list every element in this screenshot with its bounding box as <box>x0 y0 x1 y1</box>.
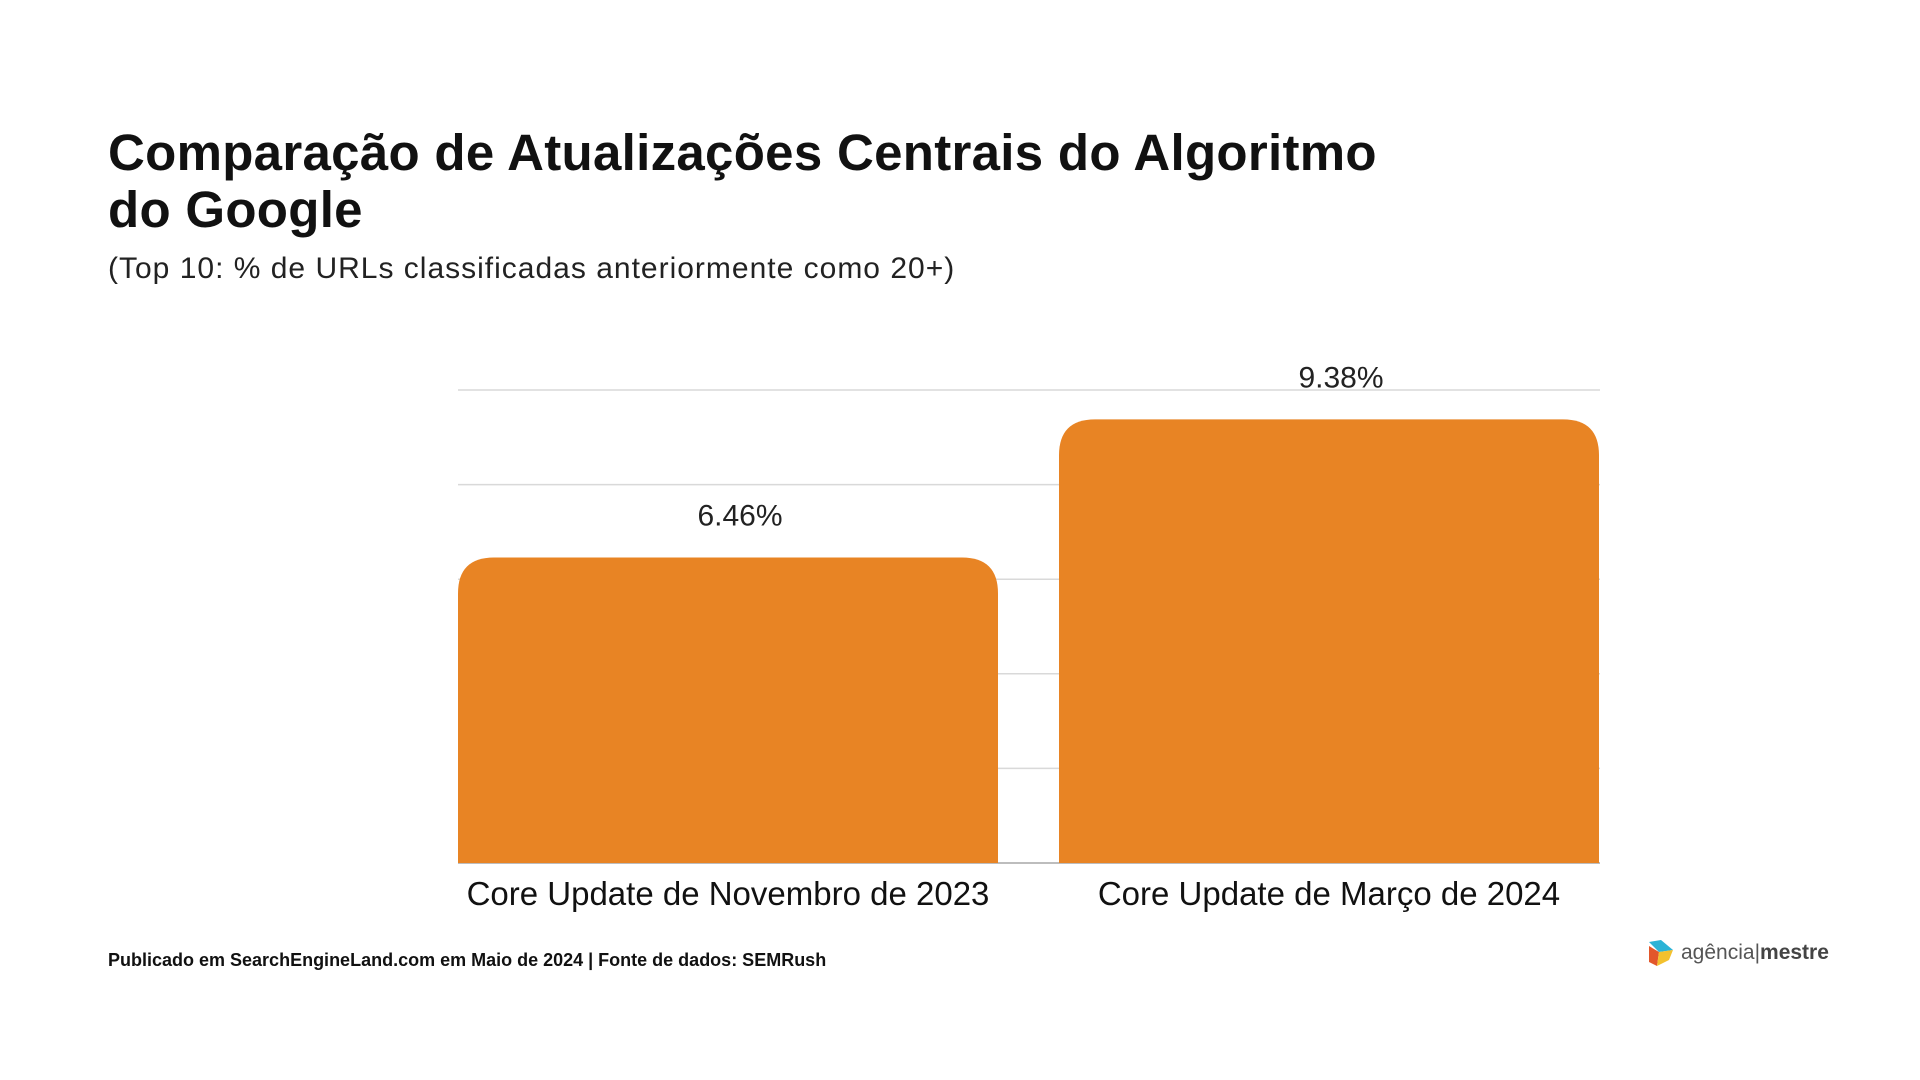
logo-text-bold: mestre <box>1760 941 1829 964</box>
bar <box>458 557 998 863</box>
data-label: 9.38% <box>1298 361 1383 394</box>
logo-separator: | <box>1754 941 1761 964</box>
agencia-mestre-logo: agência|mestre <box>1647 938 1829 968</box>
logo-text-light: agência <box>1681 941 1755 964</box>
category-label: Core Update de Março de 2024 <box>1098 875 1560 912</box>
category-label: Core Update de Novembro de 2023 <box>467 875 990 912</box>
data-label: 6.46% <box>697 499 782 532</box>
chart-title: Comparação de Atualizações Centrais do A… <box>108 124 1377 238</box>
source-footer: Publicado em SearchEngineLand.com em Mai… <box>108 950 827 970</box>
chart-subtitle: (Top 10: % de URLs classificadas anterio… <box>108 252 956 285</box>
bar <box>1059 419 1599 863</box>
logo-mark-icon <box>1649 940 1673 966</box>
